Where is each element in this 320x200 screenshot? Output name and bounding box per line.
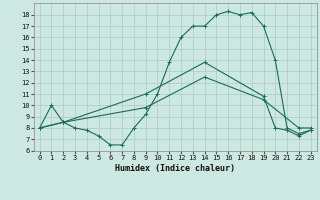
X-axis label: Humidex (Indice chaleur): Humidex (Indice chaleur) [115, 164, 235, 173]
